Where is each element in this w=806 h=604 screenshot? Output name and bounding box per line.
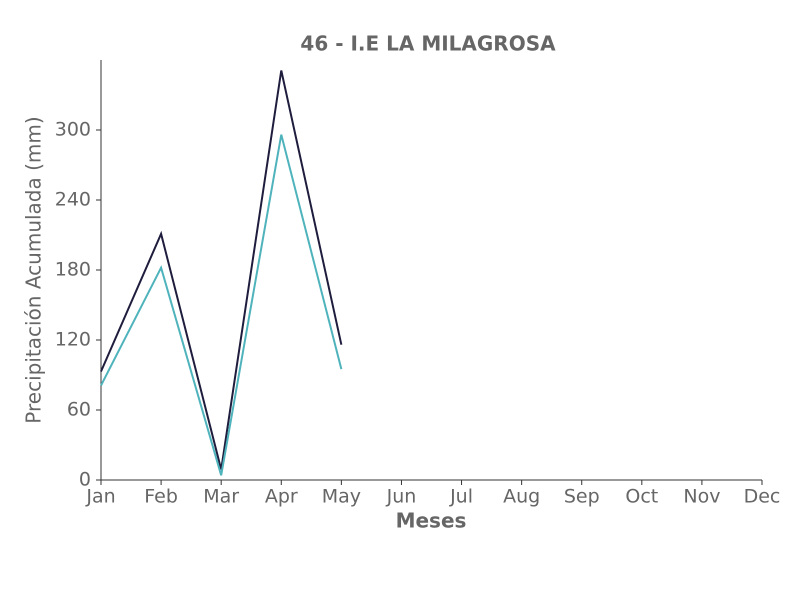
x-tick-label: Oct: [625, 486, 658, 508]
y-tick-label: 60: [67, 399, 91, 421]
x-tick-label: May: [322, 486, 361, 508]
x-tick-label: Feb: [144, 486, 178, 508]
x-tick-label: Jul: [449, 486, 473, 508]
y-tick-label: 120: [55, 329, 91, 351]
series-line: [100, 134, 343, 476]
x-tick-label: Sep: [564, 486, 600, 508]
y-tick-label: 300: [55, 119, 91, 141]
x-tick-label: Nov: [683, 486, 720, 508]
x-tick-label: Mar: [203, 486, 239, 508]
x-tick-label: Aug: [503, 486, 540, 508]
y-axis-label: Precipitación Acumulada (mm): [22, 116, 46, 423]
chart-title: 46 - I.E LA MILAGROSA: [300, 32, 556, 56]
x-axis-label: Meses: [396, 509, 467, 533]
series-line: [100, 70, 343, 470]
y-tick-label: 180: [55, 259, 91, 281]
x-tick-label: Jun: [386, 486, 417, 508]
x-tick-label: Apr: [265, 486, 298, 508]
x-tick-label: Jan: [85, 486, 115, 508]
y-tick-label: 240: [55, 189, 91, 211]
y-tick-label: 0: [79, 469, 91, 491]
x-tick-label: Dec: [744, 486, 781, 508]
